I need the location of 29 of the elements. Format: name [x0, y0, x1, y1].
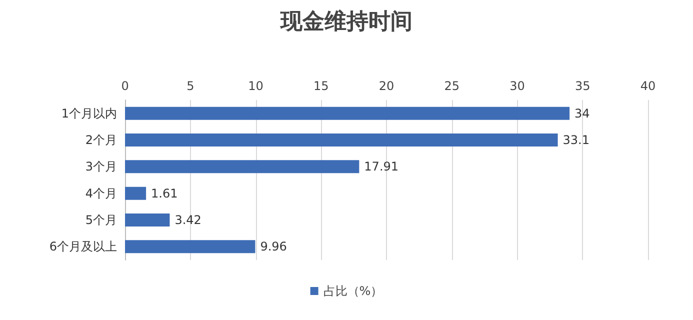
- data-label: 34: [574, 106, 590, 120]
- x-tick-label: 30: [510, 79, 525, 93]
- bar: [125, 186, 146, 200]
- data-label: 1.61: [151, 186, 178, 200]
- bar: [125, 134, 558, 146]
- legend-label: 占比（%）: [323, 284, 383, 298]
- data-label: 17.91: [364, 160, 399, 174]
- x-tick-label: 0: [121, 79, 129, 93]
- bar: [125, 240, 256, 254]
- y-tick-label: 4个月: [85, 186, 117, 200]
- x-tick-label: 5: [186, 79, 194, 93]
- bar: [125, 214, 170, 226]
- x-tick-label: 35: [574, 79, 590, 93]
- x-tick-label: 25: [444, 79, 460, 93]
- y-tick-label: 2个月: [85, 133, 117, 147]
- y-tick-label: 6个月及以上: [49, 240, 117, 254]
- data-label: 3.42: [174, 213, 202, 227]
- bar: [125, 106, 570, 120]
- x-tick-label: 20: [378, 79, 394, 93]
- bar: [125, 160, 360, 174]
- x-tick-label: 15: [313, 79, 329, 93]
- chart-title: 现金维持时间: [280, 8, 412, 34]
- y-tick-label: 1个月以内: [61, 106, 117, 120]
- y-tick-label: 5个月: [85, 213, 117, 227]
- data-label: 33.1: [562, 133, 590, 147]
- x-tick-label: 40: [640, 79, 656, 93]
- y-tick-label: 3个月: [85, 160, 117, 174]
- x-tick-label: 10: [248, 79, 264, 93]
- data-label: 9.96: [260, 240, 287, 254]
